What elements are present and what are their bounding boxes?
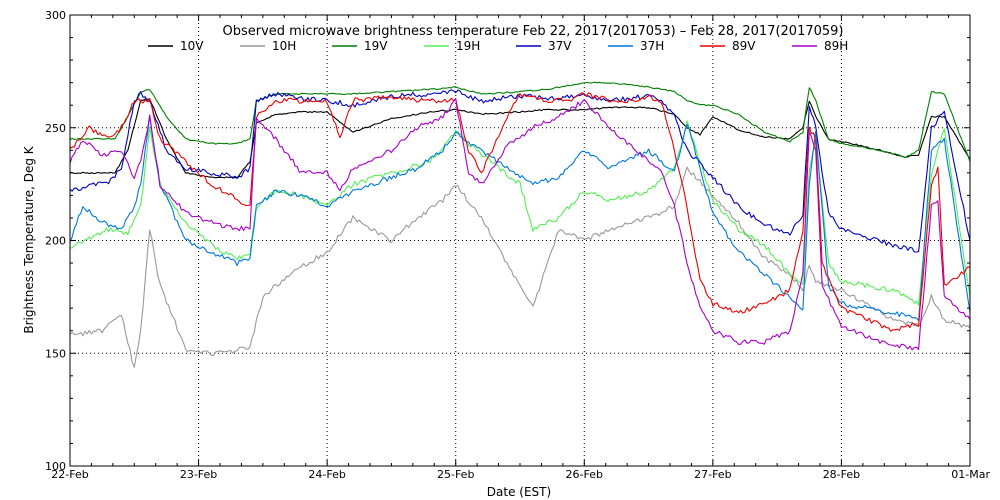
chart-title: Observed microwave brightness temperatur… bbox=[222, 24, 843, 39]
series-line-37v bbox=[69, 89, 971, 253]
legend: 10V 10H 19V 19H 37V 37H 89V 89H bbox=[148, 39, 848, 53]
x-tick-label: 28-Feb bbox=[823, 468, 860, 481]
series-lines bbox=[69, 81, 971, 368]
x-tick-label: 01-Mar bbox=[951, 468, 990, 481]
y-tick-label: 300 bbox=[45, 9, 66, 22]
series-line-37h bbox=[69, 115, 971, 322]
legend-label-19h: 19H bbox=[456, 39, 480, 53]
legend-label-10h: 10H bbox=[272, 39, 296, 53]
legend-label-10v: 10V bbox=[180, 39, 204, 53]
x-tick-label: 26-Feb bbox=[566, 468, 603, 481]
x-axis-title: Date (EST) bbox=[487, 485, 551, 499]
y-tick-label: 150 bbox=[45, 347, 66, 360]
x-tick-label: 27-Feb bbox=[694, 468, 731, 481]
series-line-19v bbox=[69, 81, 971, 162]
legend-label-37v: 37V bbox=[548, 39, 572, 53]
x-tick-label: 23-Feb bbox=[180, 468, 217, 481]
y-tick-label: 200 bbox=[45, 235, 66, 248]
y-axis-title: Brightness Temperature, Deg K bbox=[22, 145, 36, 333]
axis-ticks: 100 150 200 250 300 22-Feb 23-Feb 24-Feb 25-Feb 2… bbox=[45, 9, 990, 481]
legend-label-89h: 89H bbox=[824, 39, 848, 53]
series-line-89v bbox=[69, 92, 971, 332]
y-tick-label: 250 bbox=[45, 122, 66, 135]
series-line-89h bbox=[69, 97, 971, 351]
series-line-10v bbox=[69, 98, 971, 179]
x-tick-label: 24-Feb bbox=[308, 468, 345, 481]
series-line-10h bbox=[69, 166, 971, 368]
legend-label-89v: 89V bbox=[732, 39, 756, 53]
legend-label-37h: 37H bbox=[640, 39, 664, 53]
legend-label-19v: 19V bbox=[364, 39, 388, 53]
y-tick-label: 100 bbox=[45, 460, 66, 473]
x-tick-label: 25-Feb bbox=[437, 468, 474, 481]
x-tick-label: 22-Feb bbox=[51, 468, 88, 481]
